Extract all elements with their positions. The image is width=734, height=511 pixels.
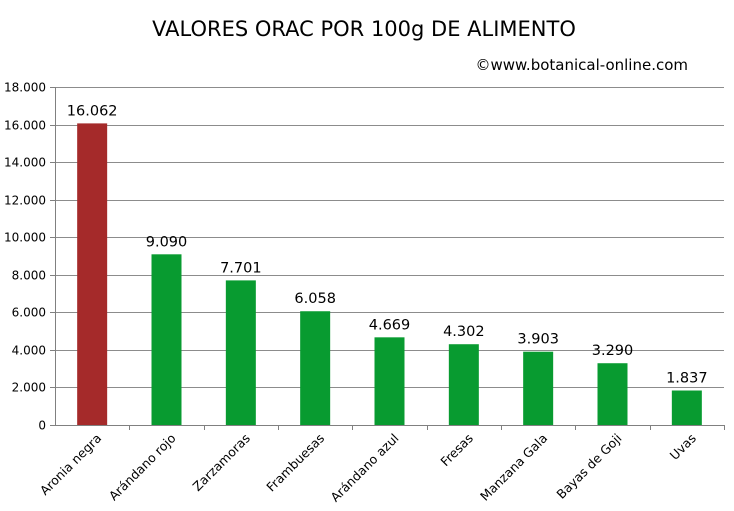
y-tick-label: 10.000: [4, 231, 46, 245]
data-label: 7.701: [220, 260, 262, 276]
bars: [77, 123, 702, 426]
bar-bayas-de-goji: [597, 363, 628, 425]
y-tick-label: 12.000: [4, 194, 46, 208]
y-tick-label: 2.000: [12, 381, 46, 395]
bar-uvas: [671, 390, 702, 425]
data-label: 3.290: [592, 343, 634, 359]
x-tick-labels: Aronia negra Arándano rojo Zarzamoras Framb…: [37, 431, 699, 505]
chart-title: VALORES ORAC POR 100g DE ALIMENTO: [152, 17, 576, 41]
y-tick-label: 16.000: [4, 119, 46, 133]
bar-zarzamoras: [225, 280, 256, 425]
y-tick-label: 18.000: [4, 81, 46, 95]
data-label: 16.062: [67, 103, 118, 119]
x-tick-label: Arándano rojo: [106, 431, 179, 504]
data-label: 6.058: [294, 291, 336, 307]
data-label: 9.090: [146, 234, 188, 250]
x-tick-label: Uvas: [667, 431, 699, 463]
y-tick-label: 14.000: [4, 156, 46, 170]
data-label: 4.669: [369, 317, 411, 333]
bar-aronia-negra: [77, 123, 108, 426]
bar-arándano-azul: [374, 337, 405, 425]
x-tick-label: Bayas de Goji: [553, 431, 624, 502]
x-tick-label: Manzana Gala: [477, 431, 550, 504]
credit-text: ©www.botanical-online.com: [476, 56, 689, 74]
bar-arándano-rojo: [151, 254, 182, 425]
x-tick-label: Aronia negra: [37, 431, 104, 498]
axes: [50, 87, 725, 430]
data-label: 1.837: [666, 371, 708, 387]
y-tick-label: 8.000: [12, 269, 46, 283]
x-tick-label: Zarzamoras: [190, 431, 253, 494]
y-tick-label: 4.000: [12, 344, 46, 358]
y-tick-labels: 0 2.000 4.000 6.000 8.000 10.000 12.000 14.000 1…: [4, 81, 46, 433]
data-label: 4.302: [443, 324, 485, 340]
y-tick-label: 0: [38, 419, 46, 433]
bar-frambuesas: [300, 311, 331, 425]
data-label: 3.903: [517, 332, 559, 348]
bar-manzana-gala: [523, 351, 554, 425]
data-labels: 16.062 9.090 7.701 6.058 4.669 4.302 3.903 3.29…: [67, 103, 708, 386]
x-tick-label: Fresas: [437, 431, 476, 470]
x-tick-label: Arándano azul: [327, 431, 401, 505]
y-tick-label: 6.000: [12, 306, 46, 320]
x-tick-label: Frambuesas: [263, 431, 327, 495]
bar-fresas: [448, 344, 479, 425]
